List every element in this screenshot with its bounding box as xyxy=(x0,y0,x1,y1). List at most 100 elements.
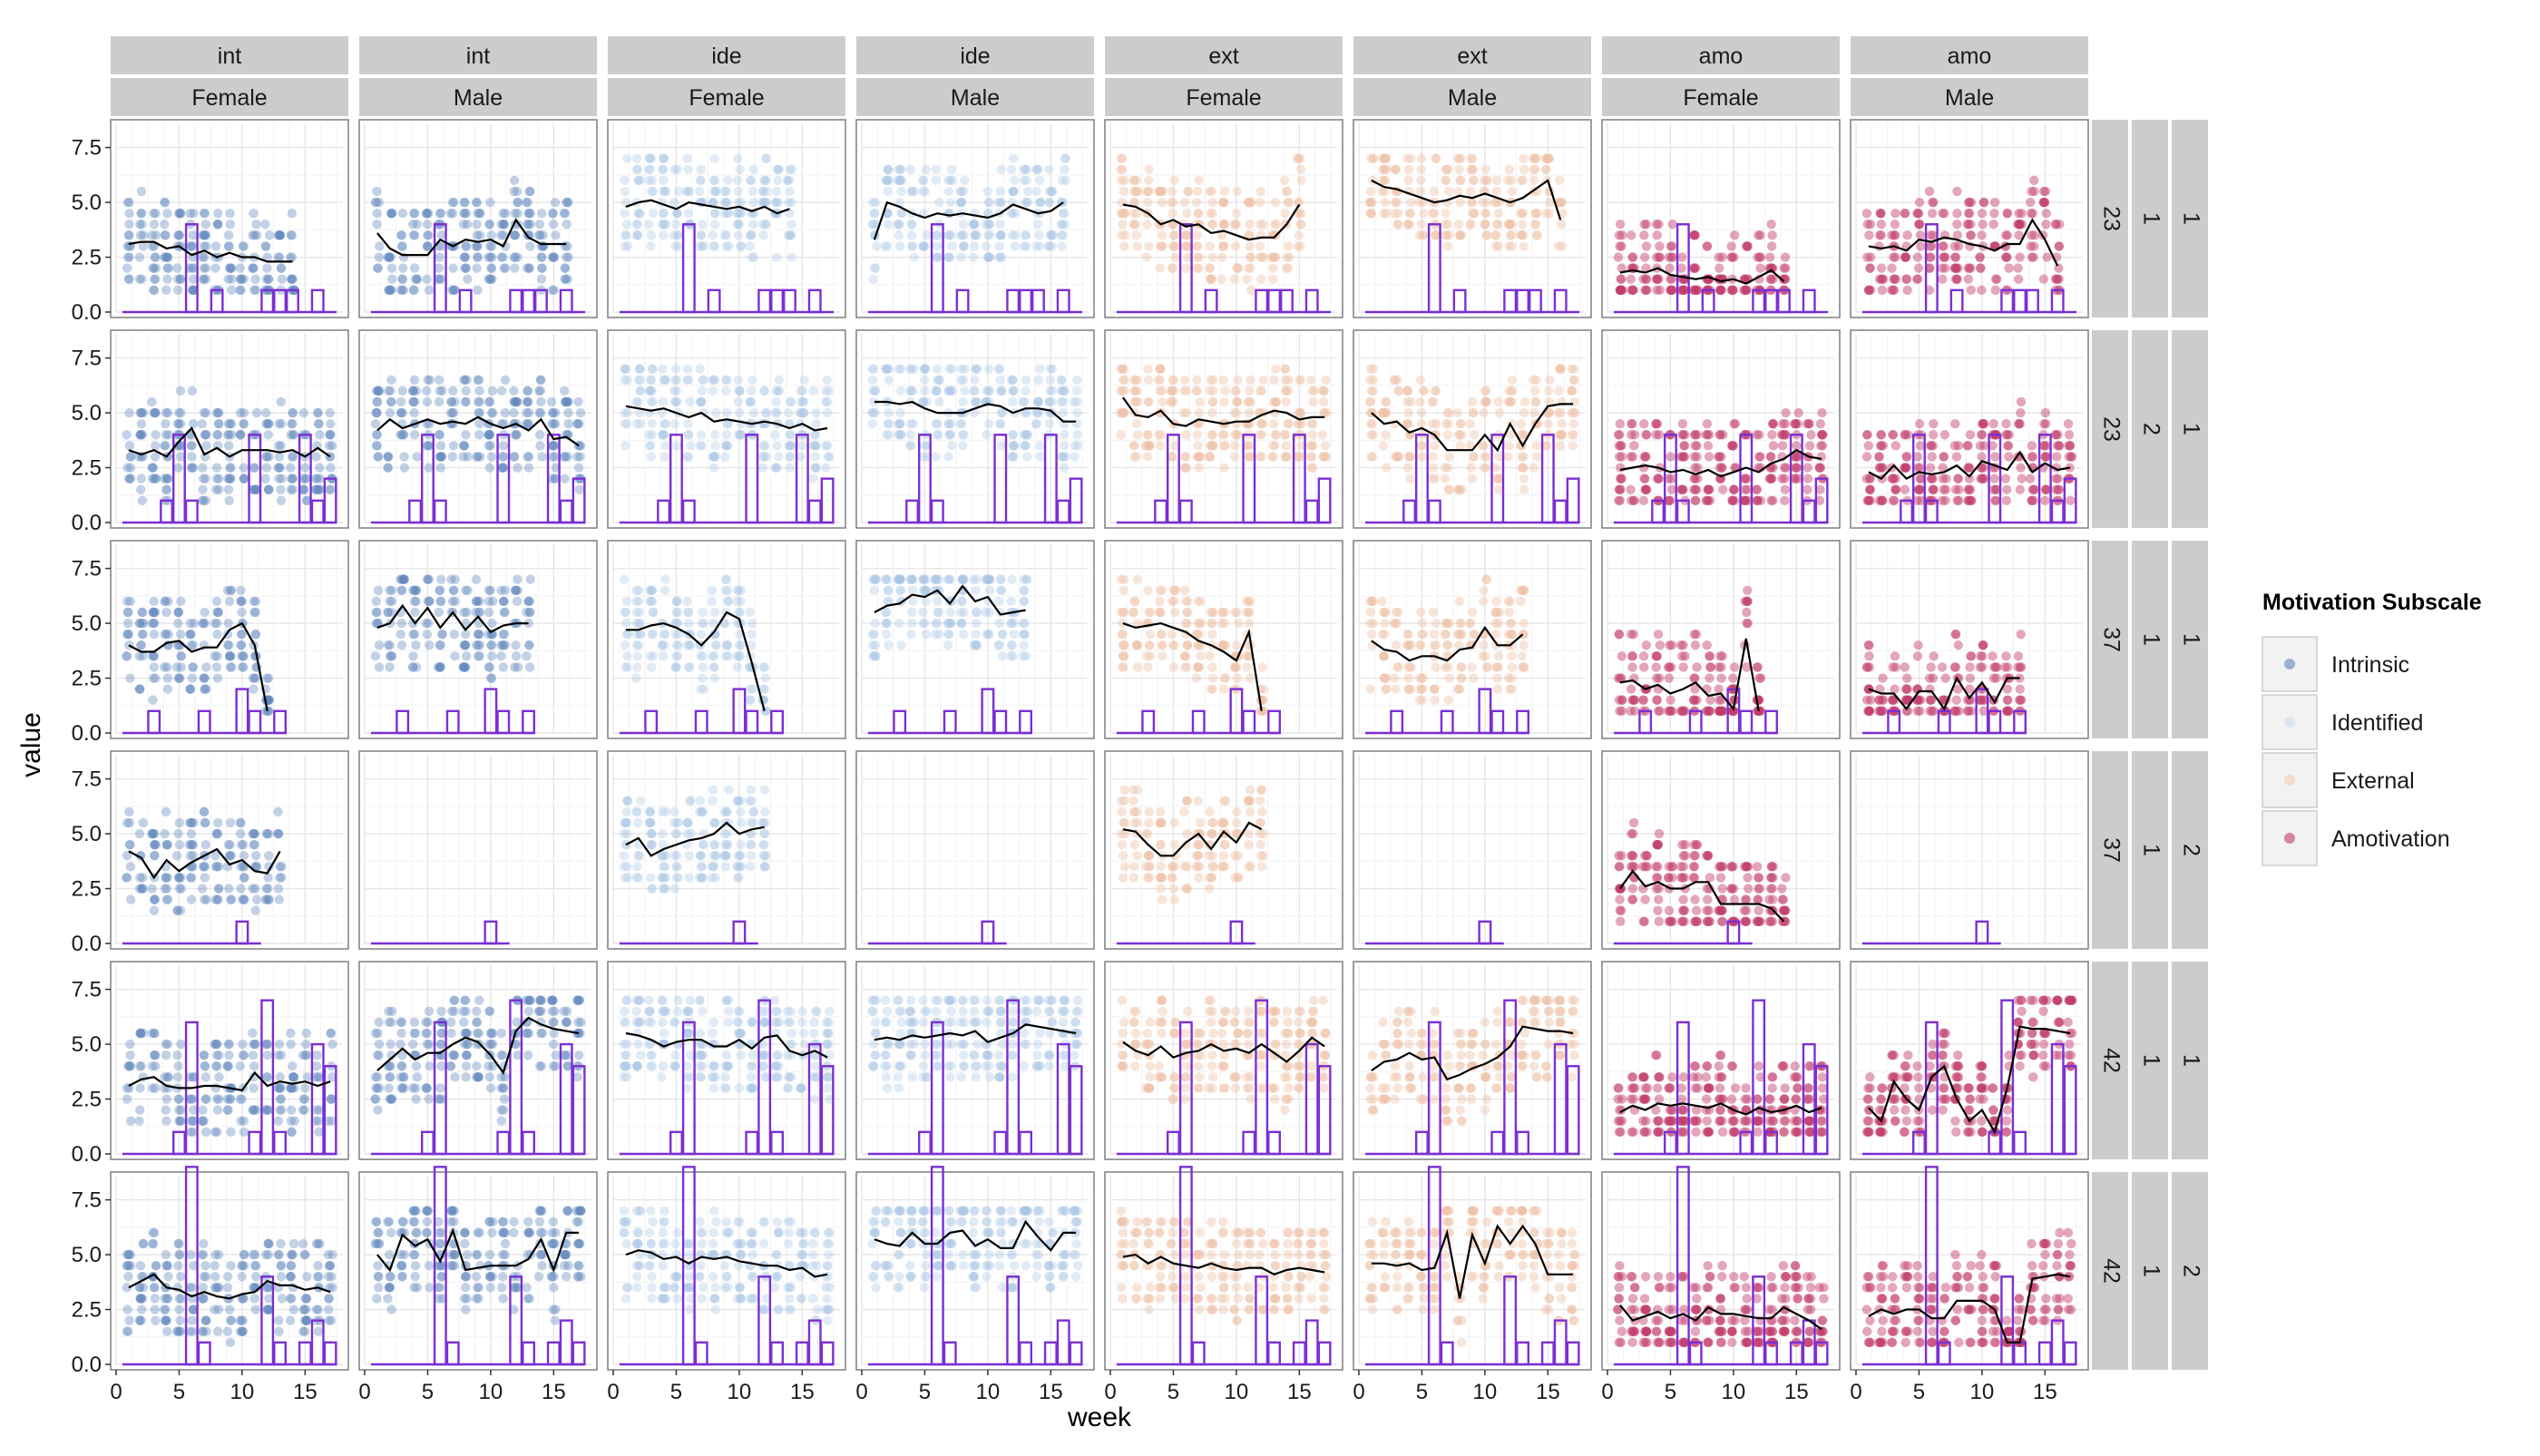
scatter-point xyxy=(1391,165,1400,174)
scatter-point xyxy=(562,220,571,229)
scatter-point xyxy=(1192,241,1201,250)
scatter-point xyxy=(1754,230,1763,239)
scatter-point xyxy=(150,630,159,639)
scatter-point xyxy=(2015,220,2024,229)
scatter-point xyxy=(173,619,182,628)
scatter-point xyxy=(200,684,210,693)
scatter-point xyxy=(462,376,471,385)
scatter-point xyxy=(1419,230,1428,239)
scatter-point xyxy=(1568,419,1578,428)
scatter-point xyxy=(710,673,719,682)
scatter-point xyxy=(372,220,381,229)
scatter-point xyxy=(501,376,510,385)
scatter-point xyxy=(1567,364,1576,373)
scatter-point xyxy=(160,220,169,229)
scatter-point xyxy=(372,397,381,406)
scatter-point xyxy=(896,187,905,196)
scatter-point xyxy=(474,630,483,639)
scatter-point xyxy=(1208,397,1217,406)
scatter-point xyxy=(698,651,707,660)
scatter-point xyxy=(1900,485,1910,494)
scatter-point xyxy=(943,209,952,218)
scatter-point xyxy=(1444,485,1453,494)
scatter-point xyxy=(1479,408,1488,417)
scatter-point xyxy=(472,241,481,250)
scatter-point xyxy=(573,397,582,406)
scatter-point xyxy=(162,275,171,284)
scatter-point xyxy=(1641,452,1650,461)
scatter-point xyxy=(1653,230,1662,239)
scatter-point xyxy=(1208,198,1217,207)
scatter-point xyxy=(1950,252,1959,261)
scatter-point xyxy=(1639,496,1648,505)
scatter-point xyxy=(1952,209,1961,218)
scatter-point xyxy=(1428,452,1437,461)
scatter-point xyxy=(2016,408,2025,417)
scatter-point xyxy=(277,474,286,483)
scatter-point xyxy=(409,386,418,396)
scatter-point xyxy=(746,684,755,693)
scatter-point xyxy=(276,230,285,239)
scatter-point xyxy=(709,153,718,162)
scatter-point xyxy=(1382,209,1391,218)
scatter-point xyxy=(239,651,248,660)
scatter-point xyxy=(895,408,904,417)
scatter-point xyxy=(1143,430,1152,439)
scatter-point xyxy=(747,630,756,639)
scatter-point xyxy=(670,419,679,428)
scatter-point xyxy=(1157,430,1166,439)
scatter-point xyxy=(1979,441,1988,450)
scatter-point xyxy=(413,452,422,461)
scatter-point xyxy=(487,640,496,650)
scatter-point xyxy=(910,252,919,261)
scatter-point xyxy=(1929,485,1938,494)
scatter-point xyxy=(201,220,210,229)
scatter-point xyxy=(2002,496,2011,505)
scatter-point xyxy=(623,408,632,417)
scatter-point xyxy=(1058,408,1067,417)
scatter-point xyxy=(810,441,819,450)
scatter-point xyxy=(697,230,706,239)
scatter-point xyxy=(161,441,170,450)
scatter-point xyxy=(708,597,717,606)
scatter-point xyxy=(162,252,171,261)
scatter-point xyxy=(1218,376,1227,385)
scatter-point xyxy=(134,684,143,693)
scatter-point xyxy=(463,452,472,461)
scatter-point xyxy=(1966,263,1975,272)
scatter-point xyxy=(1652,220,1661,229)
scatter-point xyxy=(1891,485,1900,494)
scatter-point xyxy=(372,608,381,617)
scatter-point xyxy=(1246,376,1255,385)
scatter-point xyxy=(1863,496,1872,505)
scatter-point xyxy=(176,408,185,417)
scatter-point xyxy=(1009,187,1018,196)
scatter-point xyxy=(1915,463,1924,472)
scatter-point xyxy=(1519,408,1529,417)
scatter-point xyxy=(1889,474,1898,483)
scatter-point xyxy=(958,397,967,406)
scatter-point xyxy=(1284,263,1293,272)
scatter-point xyxy=(434,608,443,617)
scatter-point xyxy=(561,209,570,218)
scatter-point xyxy=(783,176,792,185)
scatter-point xyxy=(658,640,667,650)
scatter-point xyxy=(1192,376,1201,385)
scatter-point xyxy=(972,364,982,373)
scatter-point xyxy=(149,608,158,617)
scatter-point xyxy=(1556,441,1565,450)
scatter-point xyxy=(1007,619,1016,628)
scatter-point xyxy=(459,608,468,617)
scatter-point xyxy=(1889,286,1898,295)
scatter-point xyxy=(907,230,916,239)
scatter-point xyxy=(811,463,820,472)
scatter-point xyxy=(277,263,286,272)
scatter-point xyxy=(500,608,509,617)
scatter-point xyxy=(1404,452,1413,461)
scatter-point xyxy=(239,662,248,671)
scatter-point xyxy=(1419,209,1428,218)
scatter-point xyxy=(1416,176,1425,185)
scatter-point xyxy=(260,241,269,250)
scatter-point xyxy=(907,241,916,250)
scatter-point xyxy=(149,619,158,628)
